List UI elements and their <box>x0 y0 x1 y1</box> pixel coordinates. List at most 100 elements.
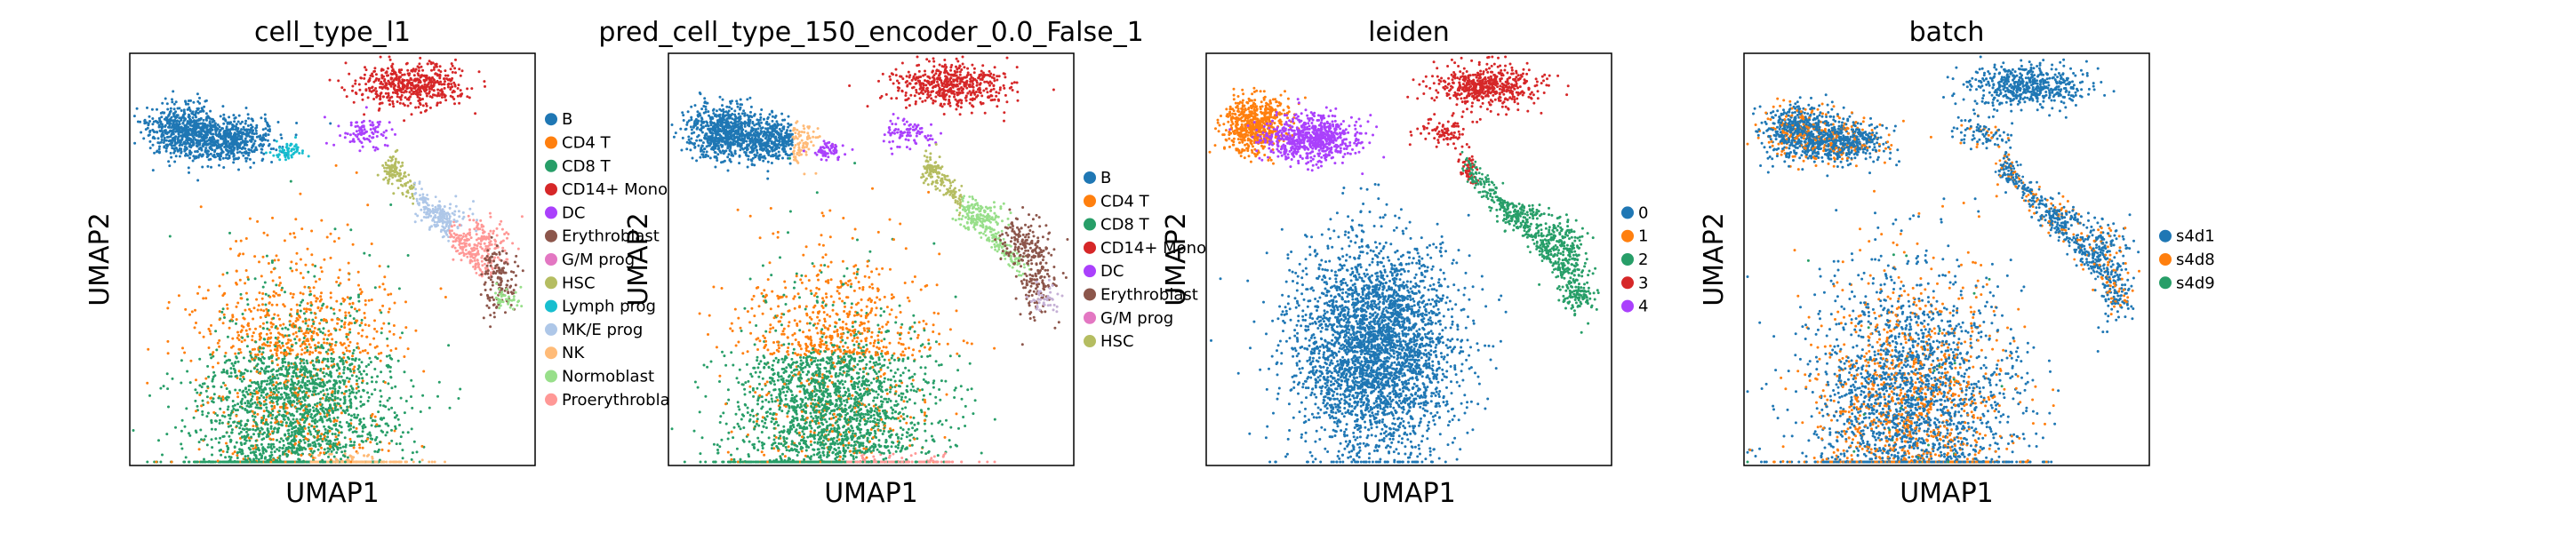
data-point <box>194 150 196 153</box>
data-point <box>215 126 218 129</box>
data-point <box>154 137 156 139</box>
data-point <box>489 216 492 219</box>
data-point <box>255 130 258 132</box>
data-point <box>195 322 197 324</box>
data-point <box>489 314 492 316</box>
data-point <box>282 440 284 442</box>
data-point <box>451 245 453 248</box>
data-point <box>261 159 264 162</box>
data-point <box>205 136 208 139</box>
data-point <box>382 282 385 285</box>
data-point <box>358 447 361 449</box>
data-point <box>215 129 218 131</box>
data-point <box>365 131 368 133</box>
data-point <box>439 81 442 84</box>
data-point <box>204 100 206 103</box>
data-point <box>170 156 172 159</box>
data-point <box>387 382 389 385</box>
data-point <box>288 334 291 337</box>
data-point <box>506 237 508 240</box>
data-point <box>339 421 341 424</box>
data-point <box>308 293 311 296</box>
data-point <box>211 438 213 441</box>
data-point <box>427 62 429 65</box>
data-point <box>388 397 391 400</box>
data-point <box>501 250 504 252</box>
data-point <box>369 90 372 92</box>
data-point <box>417 74 420 76</box>
data-point <box>358 84 361 86</box>
data-point <box>444 212 447 215</box>
data-point <box>182 115 185 118</box>
data-point <box>260 147 263 150</box>
data-point <box>497 301 500 304</box>
data-point <box>240 400 243 402</box>
data-point <box>390 65 393 68</box>
data-point <box>397 461 400 464</box>
data-point <box>310 312 313 314</box>
data-point <box>325 342 328 345</box>
data-point <box>365 373 368 376</box>
data-point <box>361 329 364 331</box>
data-point <box>156 141 159 144</box>
data-point <box>222 322 225 324</box>
data-point <box>447 79 450 82</box>
data-point <box>362 99 364 101</box>
data-point <box>402 81 404 84</box>
data-point <box>400 99 403 101</box>
data-point <box>299 326 301 329</box>
data-point <box>152 169 155 171</box>
data-point <box>401 162 404 164</box>
data-point <box>174 135 177 138</box>
data-point <box>299 304 301 306</box>
data-point <box>234 134 236 137</box>
data-point <box>437 204 440 207</box>
data-point <box>444 75 447 77</box>
data-point <box>236 302 239 305</box>
data-point <box>452 240 455 243</box>
data-point <box>251 335 253 338</box>
data-point <box>274 450 276 453</box>
data-point <box>478 70 481 73</box>
data-point <box>188 139 191 141</box>
data-point <box>410 395 412 398</box>
data-point <box>330 420 332 423</box>
data-point <box>392 83 395 85</box>
data-point <box>428 60 431 62</box>
data-point <box>167 352 170 354</box>
data-point <box>468 219 471 221</box>
data-point <box>419 86 421 89</box>
data-point <box>416 214 419 217</box>
data-point <box>307 376 309 378</box>
data-point <box>225 352 228 354</box>
data-point <box>511 242 514 244</box>
data-point <box>441 91 444 93</box>
data-point <box>401 74 404 76</box>
data-point <box>348 328 351 330</box>
data-point <box>255 387 258 390</box>
data-point <box>474 259 476 262</box>
data-point <box>304 370 307 372</box>
data-point <box>204 147 207 149</box>
data-point <box>376 346 379 348</box>
data-point <box>379 121 381 123</box>
data-point <box>489 230 492 233</box>
data-point <box>391 128 394 131</box>
data-point <box>315 316 317 319</box>
data-point <box>412 451 414 454</box>
data-point <box>240 138 243 140</box>
data-point <box>423 209 426 211</box>
data-point <box>195 461 197 464</box>
data-point <box>429 95 432 98</box>
data-point <box>368 299 371 302</box>
data-point <box>348 429 351 432</box>
data-point <box>310 425 313 427</box>
data-point <box>469 256 472 259</box>
data-point <box>180 116 182 119</box>
data-point <box>146 107 148 109</box>
data-point <box>205 119 208 122</box>
data-point <box>227 132 229 135</box>
data-point <box>419 57 421 60</box>
data-point <box>221 294 224 297</box>
data-point <box>507 290 509 293</box>
